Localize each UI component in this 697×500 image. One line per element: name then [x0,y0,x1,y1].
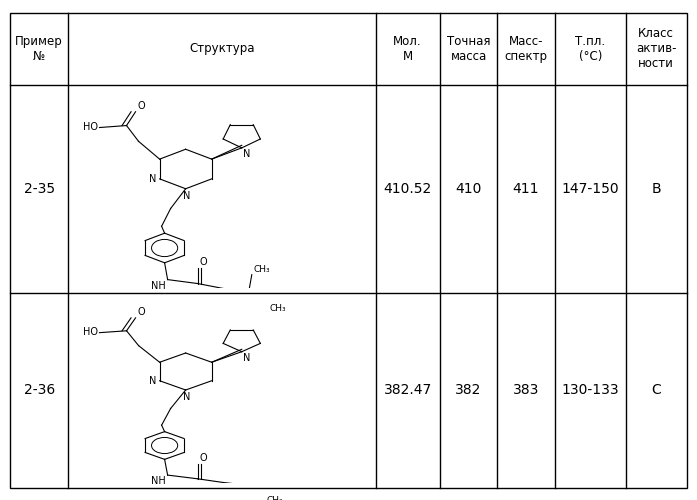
Text: O: O [199,257,207,267]
Text: N: N [183,392,191,402]
Text: 2-35: 2-35 [24,182,55,196]
Text: 382: 382 [455,383,482,397]
Text: Структура: Структура [189,42,254,55]
Text: 2-36: 2-36 [24,383,55,397]
Text: Мол.
М: Мол. М [393,35,422,62]
Text: Масс-
спектр: Масс- спектр [505,35,547,62]
Text: CH₃: CH₃ [267,496,284,500]
Text: 410: 410 [455,182,482,196]
Text: 410.52: 410.52 [383,182,431,196]
Text: O: O [137,100,145,110]
Text: 411: 411 [513,182,539,196]
Text: N: N [149,174,157,184]
Text: HO: HO [83,326,98,336]
Text: B: B [651,182,661,196]
Text: NH: NH [151,280,166,290]
Text: 382.47: 382.47 [383,383,431,397]
Text: O: O [199,453,207,463]
Text: N: N [183,190,191,200]
Text: CH₃: CH₃ [270,304,286,314]
Text: N: N [149,376,157,386]
Text: N: N [243,149,251,159]
Text: Точная
масса: Точная масса [447,35,490,62]
Text: O: O [137,307,145,317]
Text: C: C [651,383,661,397]
Text: N: N [243,352,251,362]
Text: Т.пл.
(°C): Т.пл. (°C) [575,35,605,62]
Text: 130-133: 130-133 [561,383,619,397]
Text: 147-150: 147-150 [561,182,619,196]
Text: Пример
№: Пример № [15,35,63,62]
Text: Класс
актив-
ности: Класс актив- ности [636,27,676,70]
Text: HO: HO [83,122,98,132]
Text: NH: NH [151,476,166,486]
Text: 383: 383 [513,383,539,397]
Text: CH₃: CH₃ [253,264,270,274]
